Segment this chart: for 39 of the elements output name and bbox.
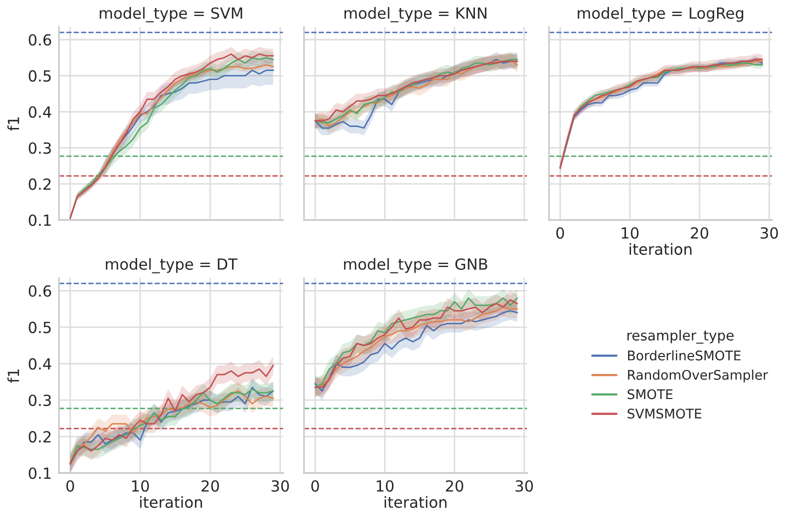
x-tick-label: 10: [132, 480, 149, 492]
x-tick-label: 20: [690, 227, 708, 239]
y-tick-label: 0.1: [28, 467, 51, 480]
x-axis-title: iteration: [140, 496, 202, 508]
legend-label: SVMSMOTE: [628, 408, 702, 419]
y-axis-title: f1: [7, 369, 20, 383]
chart-title: model_type = SVM: [100, 7, 242, 22]
x-tick-label: 30: [760, 227, 778, 239]
x-tick-label: 20: [446, 480, 464, 492]
chart-title: model_type = GNB: [344, 258, 488, 274]
y-tick-label: 0.1: [28, 214, 51, 226]
x-tick-label: 20: [202, 480, 219, 492]
legend-label: SMOTE: [628, 389, 672, 400]
chart-title: model_type = DT: [106, 258, 238, 274]
x-tick-label: 0: [556, 227, 564, 239]
x-tick-label: 10: [376, 480, 394, 492]
y-tick-label: 0.2: [28, 431, 51, 443]
x-tick-label: 30: [516, 480, 533, 492]
y-tick-label: 0.6: [28, 34, 52, 46]
chart-title: model_type = KNN: [344, 7, 486, 22]
y-tick-label: 0.4: [28, 106, 52, 118]
x-tick-label: 0: [66, 480, 74, 492]
legend-title: resampler_type: [627, 330, 734, 344]
y-tick-label: 0.5: [28, 322, 51, 334]
y-tick-label: 0.4: [28, 358, 52, 370]
legend-label: BorderlineSMOTE: [628, 350, 741, 360]
y-tick-label: 0.5: [28, 70, 51, 82]
y-tick-label: 0.3: [28, 394, 51, 406]
y-tick-label: 0.2: [28, 178, 51, 190]
x-tick-label: 10: [622, 227, 639, 239]
chart-title: model_type = LogReg: [578, 7, 744, 22]
x-axis-title: iteration: [630, 243, 692, 255]
x-axis-title: iteration: [384, 496, 446, 508]
y-tick-label: 0.6: [28, 285, 52, 297]
y-axis-title: f1: [7, 117, 20, 131]
x-tick-label: 0: [311, 480, 319, 492]
y-tick-label: 0.3: [28, 142, 51, 154]
legend-label: RandomOverSampler: [628, 370, 768, 382]
x-tick-label: 30: [272, 480, 289, 492]
